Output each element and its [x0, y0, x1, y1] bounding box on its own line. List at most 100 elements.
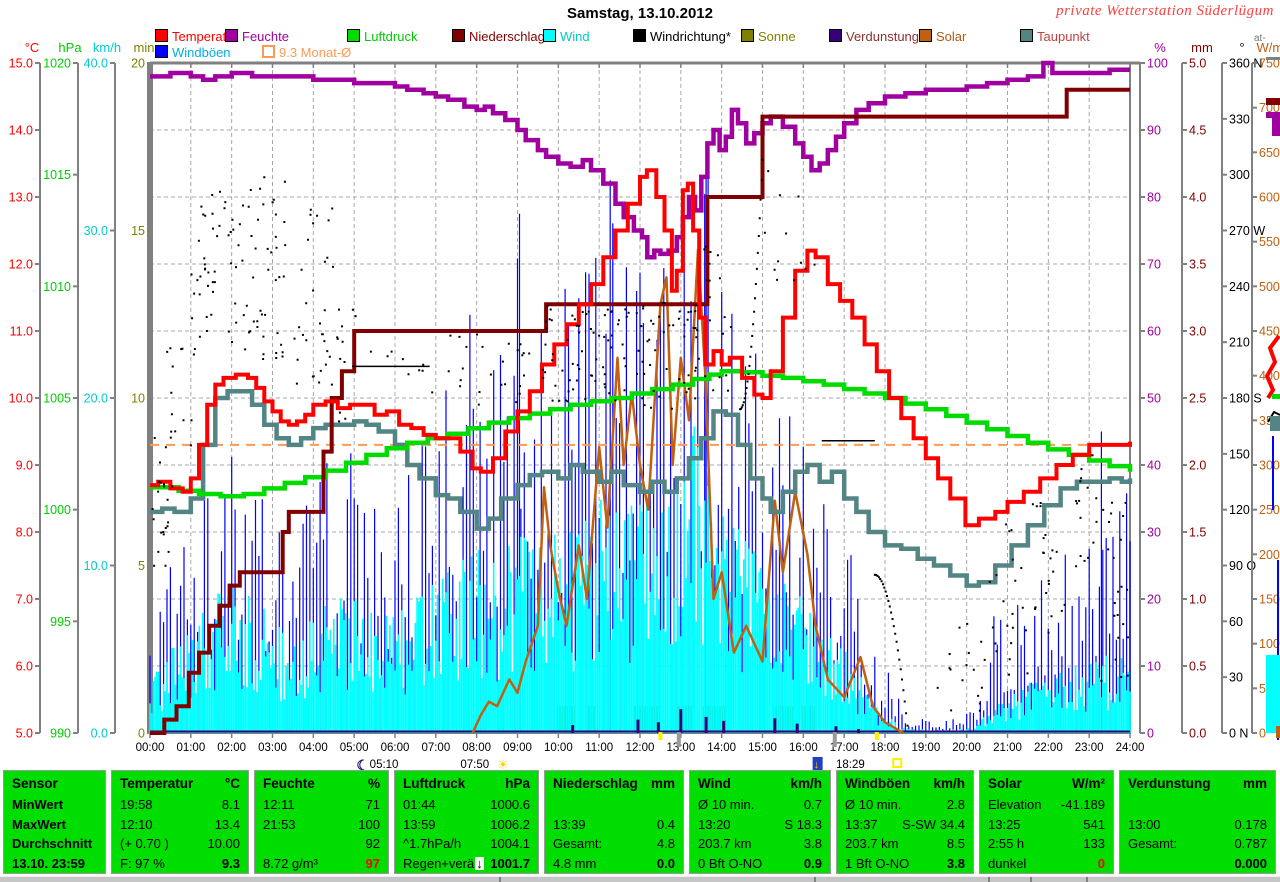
table-row: 8.72 g/m³ 97 — [263, 854, 380, 874]
x-tick-label: 07:00 — [421, 742, 450, 754]
table-row: 203.7 km 8.5 — [845, 834, 965, 854]
legend-label: Windrichtung* — [650, 29, 731, 44]
table-column-luftdruck: Luftdruck hPa 01:44 1000.6 13:59 1006.2 ^1.7hP… — [394, 770, 539, 874]
table-column-header: Sensor — [12, 772, 97, 795]
strip-separator — [814, 877, 816, 882]
table-row: MaxWert — [12, 815, 97, 835]
axis-tick-label-wm2: 0 — [1259, 727, 1266, 741]
row-value: 0.9 — [803, 855, 822, 871]
row-value: 1006.2 — [490, 816, 530, 832]
legend-swatch — [452, 29, 465, 42]
row-value: S-SW 34.4 — [902, 816, 965, 832]
legend-item-luftdruck: Luftdruck — [347, 29, 417, 44]
axis-tick-label-deg: 210 — [1229, 336, 1250, 350]
table-column-temperatur: Temperatur °C 19:58 8.1 12:10 13.4 (+ 0.70 ) 10… — [111, 770, 249, 874]
row-label: 0 Bft O-NO — [698, 855, 763, 871]
axis-tick-label-pct: 0 — [1147, 727, 1154, 741]
axis-tick-label-temp: 6.0 — [16, 660, 33, 674]
legend-item-sonne: Sonne — [741, 29, 796, 44]
axis-tick-label-kmh: 10.0 — [84, 559, 108, 573]
table-row: dunkel 0 — [988, 854, 1105, 874]
column-unit: °C — [224, 776, 240, 791]
legend-label: Niederschlag — [469, 29, 545, 44]
table-row — [553, 795, 675, 815]
x-tick-label: 16:00 — [789, 742, 818, 754]
table-column-verdunstung: Verdunstung mm 13:00 0.178 Gesamt: 0.787 0.000 — [1119, 770, 1276, 874]
x-tick-label: 17:00 — [830, 742, 859, 754]
column-title: Niederschlag — [553, 776, 638, 791]
table-column-header: Feuchte% — [263, 772, 380, 795]
row-value: 8.5 — [946, 836, 965, 852]
sun-marker-label: 07:50 — [460, 759, 489, 771]
axis-tick-label-hpa: 1000 — [43, 503, 71, 517]
table-row: Durchschnitt — [12, 834, 97, 854]
row-value: 3.8 — [803, 836, 822, 852]
legend-label: Wind — [560, 29, 590, 44]
x-tick-label: 20:00 — [952, 742, 981, 754]
column-unit: km/h — [790, 776, 822, 791]
axis-tick-label-min: 15 — [131, 224, 145, 238]
row-value: 97 — [365, 855, 380, 871]
axis-tick-label-temp: 8.0 — [16, 526, 33, 540]
column-title: Temperatur — [120, 776, 194, 791]
table-row: 01:44 1000.6 — [403, 795, 530, 815]
axis-tick-label-wm2: 300 — [1259, 459, 1280, 473]
edge-fragment — [1270, 416, 1280, 431]
table-column-header: Windböen km/h — [845, 772, 965, 795]
axis-tick-label-mm: 3.0 — [1189, 325, 1206, 339]
x-tick-label: 03:00 — [258, 742, 287, 754]
table-row — [1128, 795, 1267, 815]
table-row: Elevation -41.189 — [988, 795, 1105, 815]
strip-separator — [1030, 877, 1032, 882]
row-value: 92 — [365, 836, 380, 852]
row-label: Gesamt: — [1128, 836, 1178, 852]
axis-tick-label-deg: 60 — [1229, 615, 1243, 629]
axis-unit-min: min — [134, 40, 155, 55]
x-tick-label: 05:00 — [340, 742, 369, 754]
table-row: (+ 0.70 ) 10.00 — [120, 834, 240, 854]
page-title: Samstag, 13.10.2012 — [567, 5, 713, 22]
x-tick-label: 14:00 — [707, 742, 736, 754]
moonset-icon: ☾ — [356, 757, 369, 773]
x-tick-label: 23:00 — [1075, 742, 1104, 754]
row-value: 0.787 — [1234, 836, 1267, 852]
axis-tick-label-mm: 1.5 — [1189, 526, 1206, 540]
axis-tick-label-pct: 50 — [1147, 392, 1161, 406]
edge-fragment — [1272, 118, 1280, 136]
row-value: 0.000 — [1234, 855, 1267, 871]
column-unit: mm — [1242, 776, 1267, 791]
axis-tick-label-mm: 4.0 — [1189, 191, 1206, 205]
axis-tick-label-pct: 40 — [1147, 459, 1161, 473]
axis-tick-label-temp: 12.0 — [9, 258, 33, 272]
weather-chart: 15.0 14.0 13.0 12.0 11.0 10.0 9.0 8.0 7.0 6.0 5.0 °… — [9, 40, 1280, 773]
table-column-niederschlag: Niederschlag mm 13:39 0.4 Gesamt: 4.8 4.8 mm 0.… — [544, 770, 684, 874]
axis-tick-label-kmh: 20.0 — [84, 392, 108, 406]
row-label: 21:53 — [263, 816, 296, 832]
axis-tick-label-kmh: 30.0 — [84, 224, 108, 238]
table-row: Ø 10 min. 0.7 — [698, 795, 822, 815]
legend-swatch — [919, 29, 932, 42]
legend-swatch — [155, 45, 168, 58]
axis-tick-label-wm2: 650 — [1259, 146, 1280, 160]
sun-square-icon — [892, 758, 903, 768]
table-column-feuchte: Feuchte% 12:11 71 21:53 100 92 8.72 g/m³ 97 — [254, 770, 389, 874]
axis-tick-label-wm2: 600 — [1259, 191, 1280, 205]
row-label: 8.72 g/m³ — [263, 855, 318, 871]
axis-tick-label-min: 0 — [138, 727, 145, 741]
axis-tick-label-wm2: 450 — [1259, 325, 1280, 339]
axis-unit-pct: % — [1154, 40, 1166, 55]
sunrise-icon: ☀ — [497, 757, 509, 772]
series-humidity — [150, 60, 1130, 260]
x-tick-label: 04:00 — [299, 742, 328, 754]
table-row: 13:37 S-SW 34.4 — [845, 815, 965, 835]
table-column-header: Verdunstung mm — [1128, 772, 1267, 795]
axis-tick-label-pct: 100 — [1147, 57, 1168, 71]
column-unit: hPa — [505, 776, 530, 791]
table-row: 13:20 S 18.3 — [698, 815, 822, 835]
row-label: (+ 0.70 ) — [120, 836, 169, 852]
pressure-falling-icon: ↓ — [475, 855, 484, 871]
row-value: 3.8 — [946, 855, 965, 871]
sunset-arrow: ↓ — [814, 759, 820, 771]
row-label: Regen+verä ↓ — [403, 855, 484, 871]
